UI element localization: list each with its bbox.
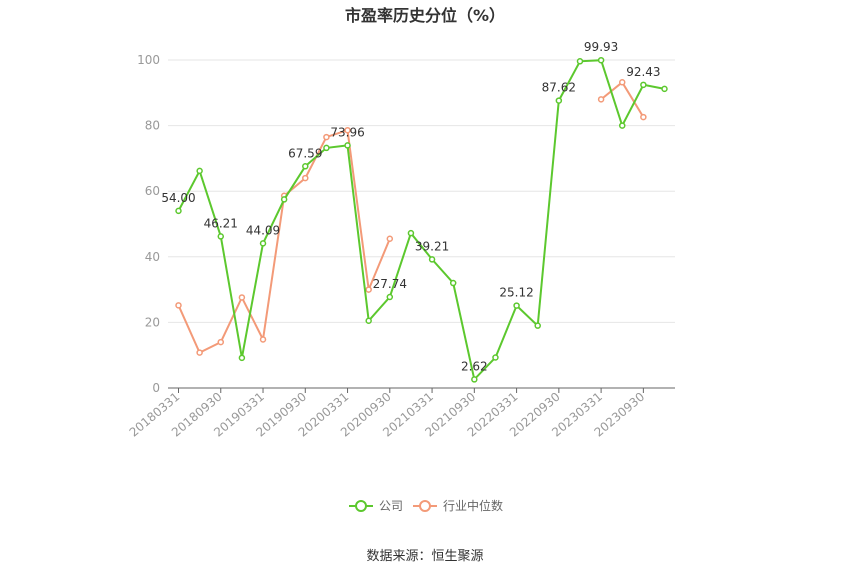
data-label: 39.21 xyxy=(415,239,449,253)
y-tick-label: 20 xyxy=(145,315,160,329)
data-point[interactable] xyxy=(597,96,605,103)
data-point[interactable] xyxy=(407,229,415,237)
data-point[interactable] xyxy=(534,322,541,329)
legend[interactable]: 公司 行业中位数 xyxy=(349,498,503,513)
data-point[interactable] xyxy=(196,349,203,356)
data-point[interactable] xyxy=(175,207,182,215)
data-point[interactable] xyxy=(217,233,225,240)
data-point[interactable] xyxy=(175,302,182,309)
series-line xyxy=(177,59,665,382)
data-point[interactable] xyxy=(259,240,267,247)
data-point[interactable] xyxy=(365,317,372,325)
chart-title: 市盈率历史分位（%） xyxy=(345,6,505,25)
data-point[interactable] xyxy=(386,235,394,243)
data-point[interactable] xyxy=(386,293,394,301)
y-tick-label: 0 xyxy=(152,381,160,395)
data-label: 92.43 xyxy=(626,65,660,79)
legend-marker-company xyxy=(355,500,367,512)
legend-label-industry: 行业中位数 xyxy=(443,498,503,513)
data-point[interactable] xyxy=(618,122,626,129)
data-label: 67.59 xyxy=(288,146,322,160)
data-label: 46.21 xyxy=(204,216,238,230)
data-point[interactable] xyxy=(661,85,668,93)
data-point[interactable] xyxy=(471,376,478,383)
data-point[interactable] xyxy=(428,256,436,263)
series-0 xyxy=(175,56,668,383)
x-axis: 2018033120180930201903312019093020200331… xyxy=(127,387,675,440)
y-tick-label: 80 xyxy=(145,119,160,133)
data-point[interactable] xyxy=(449,279,457,287)
data-point[interactable] xyxy=(365,286,372,293)
data-point[interactable] xyxy=(597,56,605,64)
grid xyxy=(168,59,675,323)
data-point[interactable] xyxy=(238,354,246,362)
data-point[interactable] xyxy=(302,163,309,170)
data-point[interactable] xyxy=(640,81,647,89)
data-label: 54.00 xyxy=(161,191,195,205)
data-point[interactable] xyxy=(280,196,288,203)
data-label: 27.74 xyxy=(373,277,407,291)
series-line xyxy=(600,80,645,118)
data-label: 2.62 xyxy=(461,359,488,373)
data-point[interactable] xyxy=(555,97,563,104)
data-point[interactable] xyxy=(344,142,351,149)
data-label: 44.09 xyxy=(246,223,280,237)
data-point[interactable] xyxy=(259,336,267,343)
data-point[interactable] xyxy=(618,79,626,86)
data-label: 99.93 xyxy=(584,40,618,54)
data-labels: 54.00 46.21 44.09 67.59 73.96 27.74 39.21 2.62 2… xyxy=(161,40,660,373)
data-point[interactable] xyxy=(344,126,351,134)
legend-item-company[interactable]: 公司 xyxy=(349,499,403,513)
y-tick-label: 40 xyxy=(145,250,160,264)
legend-label-company: 公司 xyxy=(379,499,403,513)
data-point[interactable] xyxy=(302,174,309,182)
data-label: 25.12 xyxy=(499,286,533,300)
y-tick-label: 100 xyxy=(137,53,160,67)
data-point[interactable] xyxy=(238,294,246,301)
data-label: 73.96 xyxy=(330,125,364,139)
data-point[interactable] xyxy=(513,302,520,309)
data-point[interactable] xyxy=(640,113,647,121)
data-point[interactable] xyxy=(323,133,330,141)
y-tick-label: 60 xyxy=(145,184,160,198)
data-point[interactable] xyxy=(576,58,584,65)
y-axis: 0 20 40 60 80 100 xyxy=(137,53,160,395)
data-point[interactable] xyxy=(196,167,203,175)
data-point[interactable] xyxy=(217,338,225,346)
series-layer xyxy=(175,56,668,383)
legend-item-industry[interactable]: 行业中位数 xyxy=(413,498,503,513)
legend-marker-industry xyxy=(419,500,431,512)
data-point[interactable] xyxy=(492,354,499,361)
series-1 xyxy=(175,79,647,356)
data-point[interactable] xyxy=(323,144,330,152)
source-note: 数据来源：恒生聚源 xyxy=(366,549,483,564)
data-label: 87.62 xyxy=(542,81,576,95)
